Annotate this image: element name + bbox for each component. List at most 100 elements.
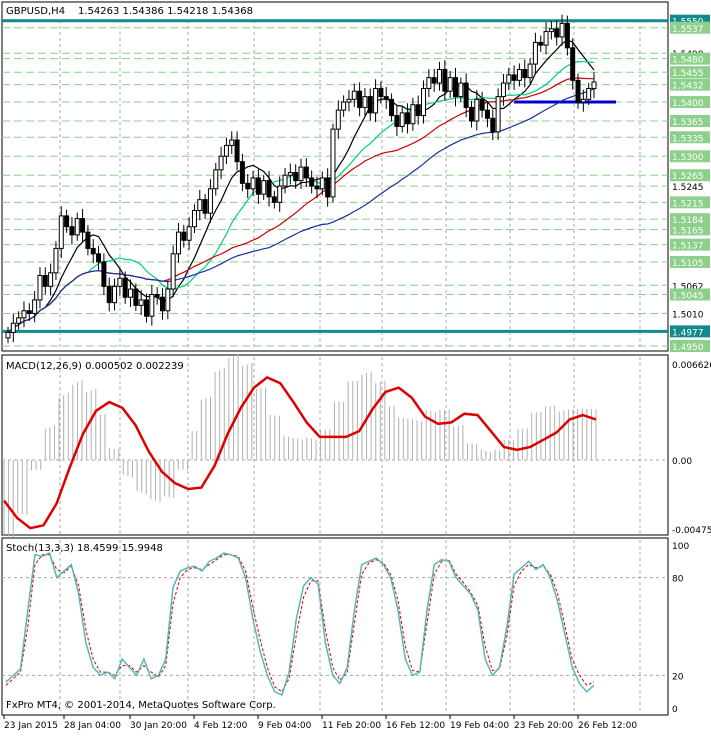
candle-body — [421, 87, 427, 117]
price-tick-label: 1.5165 — [672, 226, 704, 236]
candle-body — [85, 231, 91, 249]
macd-tick-label: 0.00 — [672, 457, 692, 467]
price-tick-label: 1.5365 — [672, 118, 704, 128]
macd-signal-path — [3, 375, 597, 530]
key-level-label: 1.4977 — [672, 328, 704, 338]
candle-body — [314, 185, 320, 190]
fib-level-label-bg — [670, 288, 710, 301]
candle-body — [367, 96, 373, 114]
stoch-signal-path — [5, 554, 595, 693]
candle-body — [564, 22, 570, 49]
stoch-axis: 100 80 20 0 — [672, 542, 689, 715]
candle-body — [128, 288, 134, 298]
candle-body — [64, 215, 70, 228]
candle-body — [197, 199, 203, 211]
candle-body — [399, 112, 405, 127]
fib-level-label-bg — [670, 131, 710, 144]
candle-body — [548, 28, 554, 33]
candle-body — [266, 180, 272, 198]
candle-body — [442, 69, 448, 92]
candle-body — [165, 288, 171, 312]
price-tick-label: 1.5105 — [672, 259, 704, 269]
candle-body — [277, 185, 283, 203]
candle-body — [101, 261, 107, 287]
price-tick-label: 1.5137 — [672, 242, 704, 252]
price-tick-label: 1.5432 — [672, 82, 704, 92]
candle-body — [138, 299, 144, 306]
candle-body — [170, 253, 176, 290]
candle-body — [575, 79, 581, 103]
candle-body — [554, 28, 560, 38]
candle-body — [106, 285, 112, 304]
time-tick-label: 23 Feb 20:00 — [514, 721, 573, 731]
price-tick-label: 1.5265 — [672, 172, 704, 182]
price-candles — [5, 14, 597, 344]
candle-body — [229, 139, 235, 146]
stoch-tick-label: 100 — [672, 542, 689, 552]
candle-body — [234, 139, 240, 163]
candle-body — [80, 218, 86, 233]
fib-level-label-bg — [670, 150, 710, 163]
candle-body — [586, 87, 592, 100]
price-tick-label: 1.5480 — [672, 56, 704, 66]
candle-body — [335, 109, 341, 130]
candle-body — [48, 272, 54, 287]
price-tick-label: 1.5045 — [672, 291, 704, 301]
candle-body — [122, 277, 128, 298]
price-tick-label: 1.5245 — [672, 183, 704, 193]
candle-body — [245, 182, 251, 190]
fib-level-label-bg — [670, 115, 710, 128]
stoch-tick-label: 20 — [672, 672, 684, 682]
candle-body — [394, 115, 400, 127]
time-tick-label: 16 Feb 12:00 — [386, 721, 445, 731]
fib-level-label-bg — [670, 21, 710, 34]
candle-body — [447, 77, 453, 92]
candle-body — [410, 104, 416, 125]
copyright-text: FxPro MT4, © 2001-2014, MetaQuotes Softw… — [6, 700, 276, 711]
candle-body — [452, 77, 458, 98]
candle-body — [527, 63, 533, 79]
candle-body — [271, 196, 277, 203]
candle-body — [357, 90, 363, 108]
candle-body — [144, 299, 150, 317]
candle-body — [325, 177, 331, 198]
candle-body — [175, 231, 181, 255]
candle-body — [186, 226, 192, 241]
candle-body — [516, 69, 522, 81]
key-level-label-bg — [670, 325, 710, 338]
key-level-label-bg — [670, 14, 710, 27]
price-tick-label: 1.5537 — [672, 25, 704, 35]
candle-body — [341, 101, 347, 111]
candle-body — [239, 161, 245, 184]
candle-body — [154, 293, 160, 298]
candle-body — [543, 31, 549, 46]
candle-body — [32, 299, 38, 314]
price-tick-label: 1.5400 — [672, 99, 704, 109]
macd-grid — [2, 357, 668, 534]
candle-body — [474, 98, 480, 122]
candle-body — [202, 199, 208, 214]
fib-level-label-bg — [670, 78, 710, 91]
candle-body — [16, 317, 22, 324]
macd-panel-frame — [1, 354, 669, 536]
candle-body — [522, 69, 528, 79]
fib-level-label-bg — [670, 223, 710, 236]
candle-body — [378, 87, 384, 98]
fib-level-label-bg — [670, 196, 710, 209]
fib-level-label-bg — [670, 340, 710, 352]
price-axis: 1.55501.55371.54901.54801.54551.54321.54… — [670, 14, 710, 353]
candle-body — [463, 82, 469, 108]
time-tick-label: 26 Feb 12:00 — [578, 721, 637, 731]
chart-symbol-title: GBPUSD,H4 — [6, 6, 65, 17]
time-tick-label: 30 Jan 20:00 — [130, 721, 187, 731]
candle-body — [559, 22, 565, 38]
candle-body — [207, 188, 213, 214]
candle-body — [319, 177, 325, 190]
candle-body — [255, 177, 261, 195]
price-tick-label: 1.5010 — [672, 310, 704, 320]
candle-body — [346, 98, 352, 103]
candle-body — [570, 47, 576, 81]
candle-body — [468, 106, 474, 122]
candle-body — [506, 74, 512, 84]
candle-body — [10, 322, 16, 333]
